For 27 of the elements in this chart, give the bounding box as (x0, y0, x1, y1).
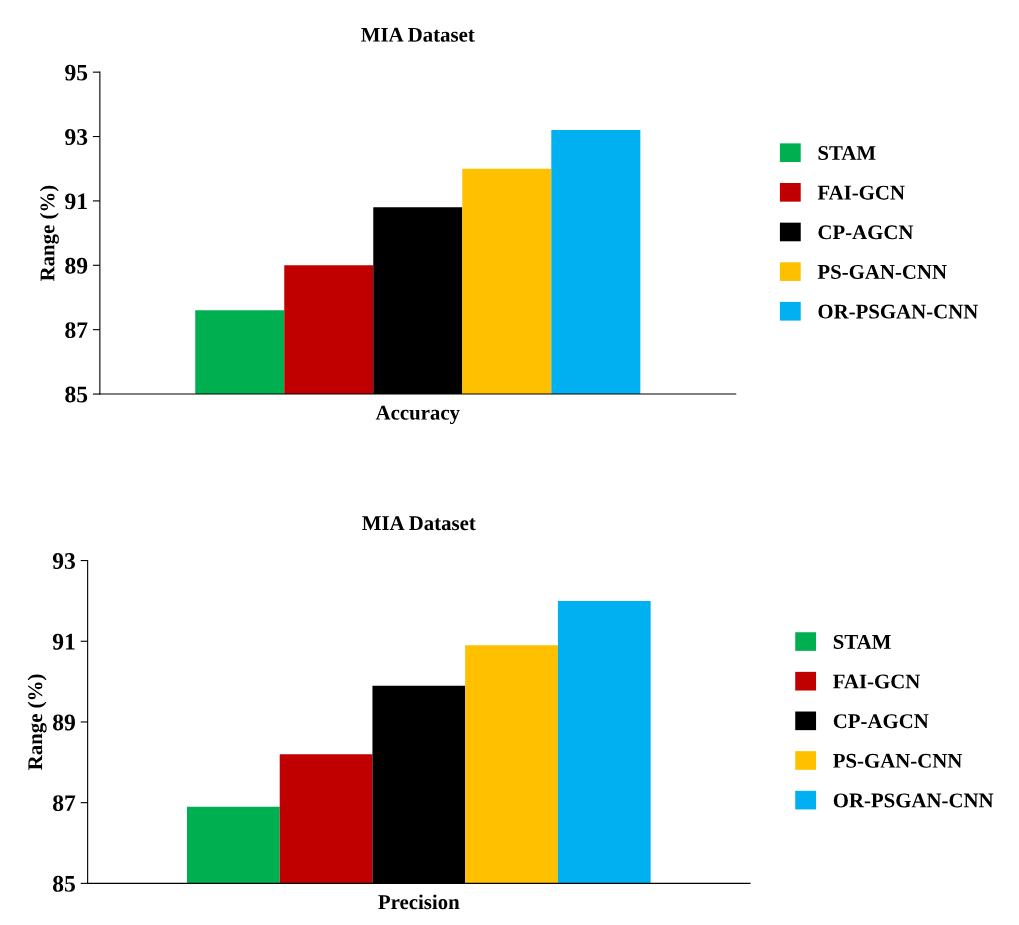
y-tick-label: 91 (65, 193, 87, 210)
legend-label: PS-GAN-CNN (833, 753, 963, 768)
y-tick-label: 89 (65, 257, 88, 274)
y-tick-label: 87 (53, 795, 76, 812)
x-tick-label: Accuracy (375, 405, 460, 425)
y-tick-label: 95 (65, 64, 88, 81)
legend-label: FAI-GCN (817, 185, 905, 200)
y-tick-label: 89 (53, 714, 75, 731)
y-tick-label: 93 (65, 129, 88, 145)
y-tick-label: 87 (65, 322, 88, 339)
legend-label: OR-PSGAN-CNN (833, 793, 994, 808)
legend-label: STAM (833, 634, 891, 649)
y-tick-label: 91 (52, 633, 75, 650)
legend-label: FAI-GCN (833, 674, 921, 689)
y-tick-label: 93 (52, 553, 76, 569)
y-tick-label: 85 (53, 875, 75, 892)
y-axis-title: Range (%) (39, 185, 59, 282)
legend-label: CP-AGCN (818, 225, 914, 240)
legend-label: OR-PSGAN-CNN (818, 304, 978, 319)
legend-label: CP-AGCN (833, 714, 929, 729)
chart-title: MIA Dataset (361, 27, 475, 42)
x-tick-label: Precision (378, 894, 460, 910)
legend-label: PS-GAN-CNN (817, 264, 947, 279)
y-axis-title: Range (%) (27, 674, 47, 770)
chart-title: MIA Dataset (362, 516, 476, 531)
legend-label: STAM (818, 146, 876, 161)
y-tick-label: 85 (65, 386, 88, 403)
